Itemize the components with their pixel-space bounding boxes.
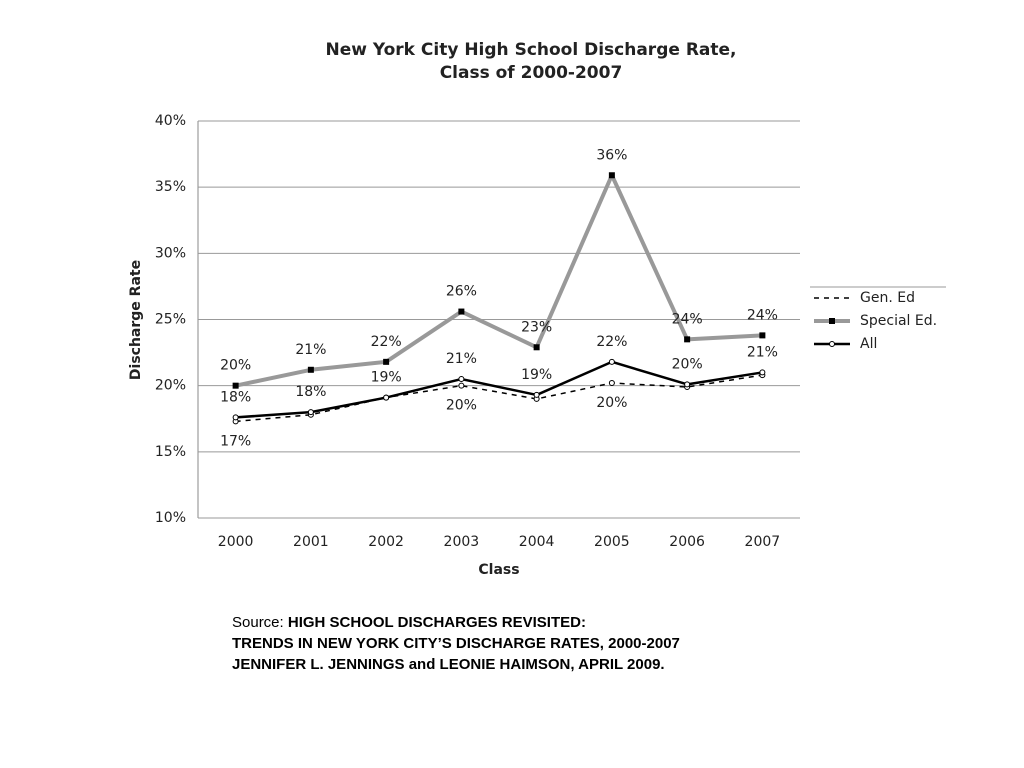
value-label: 20%	[596, 395, 627, 411]
series-line	[235, 173, 763, 388]
marker	[383, 358, 390, 365]
source-note: Source: HIGH SCHOOL DISCHARGES REVISITED…	[232, 612, 680, 675]
value-label: 24%	[747, 307, 778, 323]
legend-marker	[829, 318, 835, 324]
value-label: 19%	[521, 367, 552, 383]
x-tick-label: 2007	[745, 534, 781, 550]
value-label: 26%	[446, 284, 477, 300]
value-label: 21%	[295, 342, 326, 358]
value-label: 22%	[596, 334, 627, 350]
value-label: 20%	[220, 358, 251, 374]
marker	[232, 382, 239, 389]
marker	[307, 366, 314, 373]
source-line: HIGH SCHOOL DISCHARGES REVISITED:	[287, 614, 586, 631]
marker	[608, 358, 615, 365]
x-tick-label: 2003	[444, 534, 480, 550]
value-label: 20%	[672, 356, 703, 372]
x-tick-label: 2004	[519, 534, 555, 550]
marker	[458, 376, 465, 383]
value-label: 24%	[672, 311, 703, 327]
marker	[608, 380, 615, 387]
legend-marker	[829, 341, 835, 347]
marker	[533, 344, 540, 351]
x-tick-label: 2000	[218, 534, 254, 550]
value-label: 21%	[747, 344, 778, 360]
value-label: 22%	[371, 334, 402, 350]
y-tick-label: 40%	[155, 113, 186, 129]
source-line: TRENDS IN NEW YORK CITY’S DISCHARGE RATE…	[232, 635, 680, 652]
marker	[383, 394, 390, 401]
source-prefix: Source:	[232, 614, 284, 631]
marker	[458, 308, 465, 315]
legend-label: Gen. Ed	[860, 290, 915, 306]
x-tick-label: 2006	[669, 534, 705, 550]
value-label: 18%	[295, 384, 326, 400]
marker	[684, 336, 691, 343]
chart-title: New York City High School Discharge Rate…	[325, 40, 736, 60]
marker	[458, 382, 465, 389]
y-tick-label: 35%	[155, 179, 186, 195]
marker	[232, 414, 239, 421]
marker	[759, 369, 766, 376]
value-label: 21%	[446, 351, 477, 367]
value-label: 17%	[220, 433, 251, 449]
series-line	[235, 360, 763, 419]
chart-title: Class of 2000-2007	[440, 63, 623, 83]
x-tick-label: 2002	[368, 534, 404, 550]
marker	[759, 332, 766, 339]
x-axis-title: Class	[478, 562, 519, 578]
value-label: 23%	[521, 319, 552, 335]
x-tick-label: 2001	[293, 534, 329, 550]
legend-label: Special Ed.	[860, 313, 937, 329]
y-tick-label: 15%	[155, 444, 186, 460]
y-tick-label: 10%	[155, 510, 186, 526]
y-tick-label: 30%	[155, 245, 186, 261]
source-line: JENNIFER L. JENNINGS and LEONIE HAIMSON,…	[232, 656, 665, 673]
value-label: 18%	[220, 389, 251, 405]
marker	[684, 381, 691, 388]
marker	[307, 409, 314, 416]
x-tick-label: 2005	[594, 534, 630, 550]
chart: New York City High School Discharge Rate…	[128, 40, 946, 578]
y-tick-label: 25%	[155, 312, 186, 328]
value-label: 36%	[596, 147, 627, 163]
y-axis-title: Discharge Rate	[128, 260, 144, 380]
value-label: 19%	[371, 370, 402, 386]
value-label: 20%	[446, 398, 477, 414]
legend-label: All	[860, 336, 877, 352]
marker	[608, 172, 615, 179]
y-tick-label: 20%	[155, 378, 186, 394]
marker	[533, 391, 540, 398]
